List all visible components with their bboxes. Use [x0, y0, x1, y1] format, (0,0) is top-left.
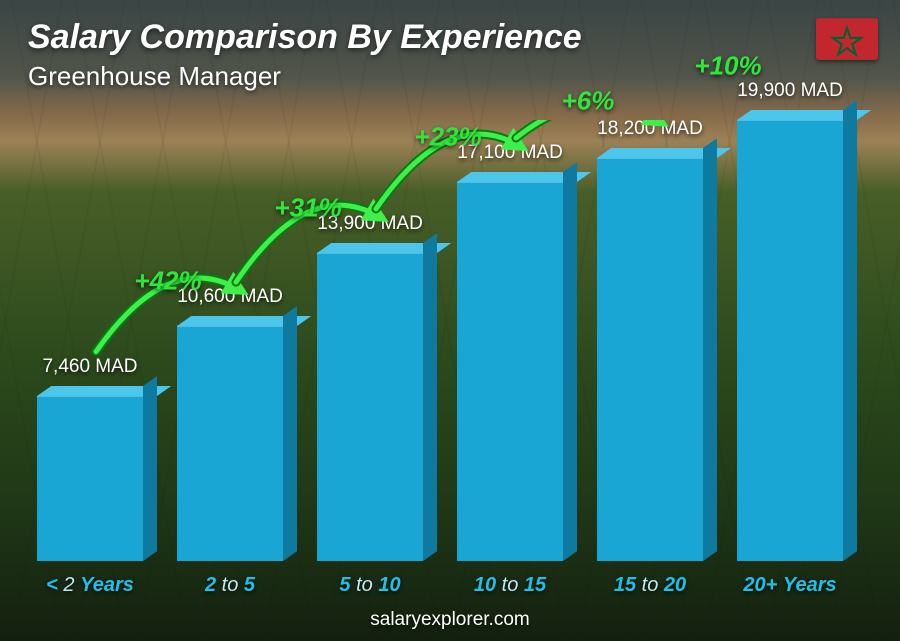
bars-row: 7,460 MAD< 2 Years10,600 MAD2 to 513,900…: [30, 120, 850, 561]
bar-value-label: 10,600 MAD: [177, 286, 283, 308]
bar-column: 13,900 MAD5 to 10: [310, 120, 430, 561]
bar-value-label: 7,460 MAD: [42, 356, 137, 378]
bar-category-label: 2 to 5: [205, 574, 255, 597]
bar-category-label: 5 to 10: [339, 574, 400, 597]
bar-side: [843, 100, 857, 561]
bar-category-label: 15 to 20: [614, 574, 686, 597]
bar: 17,100 MAD: [457, 182, 563, 561]
bar: 10,600 MAD: [177, 326, 283, 561]
infographic-stage: Salary Comparison By Experience Greenhou…: [0, 0, 900, 641]
bar-front: [317, 253, 423, 561]
footer-attribution: salaryexplorer.com: [0, 609, 900, 631]
bar-category-label: 20+ Years: [743, 574, 836, 597]
bar-column: 17,100 MAD10 to 15: [450, 120, 570, 561]
bar-value-label: 18,200 MAD: [597, 118, 703, 140]
bar-category-label: 10 to 15: [474, 574, 546, 597]
bar-column: 7,460 MAD< 2 Years: [30, 120, 150, 561]
bar-front: [737, 120, 843, 561]
bar-value-label: 19,900 MAD: [737, 80, 843, 102]
bar-column: 19,900 MAD20+ Years: [730, 120, 850, 561]
title-block: Salary Comparison By Experience Greenhou…: [28, 18, 582, 92]
bar-value-label: 13,900 MAD: [317, 213, 423, 235]
bar: 7,460 MAD: [37, 396, 143, 561]
bar-side: [283, 306, 297, 561]
bar: 13,900 MAD: [317, 253, 423, 561]
bar: 18,200 MAD: [597, 158, 703, 561]
salary-bar-chart: 7,460 MAD< 2 Years10,600 MAD2 to 513,900…: [30, 120, 850, 561]
bar: 19,900 MAD: [737, 120, 843, 561]
page-subtitle: Greenhouse Manager: [28, 61, 582, 92]
bar-front: [177, 326, 283, 561]
bar-column: 18,200 MAD15 to 20: [590, 120, 710, 561]
bar-category-label: < 2 Years: [46, 574, 134, 597]
bar-front: [457, 182, 563, 561]
bar-value-label: 17,100 MAD: [457, 142, 563, 164]
bar-side: [143, 376, 157, 561]
bar-front: [37, 396, 143, 561]
bar-side: [423, 233, 437, 561]
bar-side: [563, 162, 577, 561]
page-title: Salary Comparison By Experience: [28, 18, 582, 57]
bar-column: 10,600 MAD2 to 5: [170, 120, 290, 561]
bar-side: [703, 138, 717, 561]
morocco-flag-icon: [816, 18, 878, 60]
bar-front: [597, 158, 703, 561]
